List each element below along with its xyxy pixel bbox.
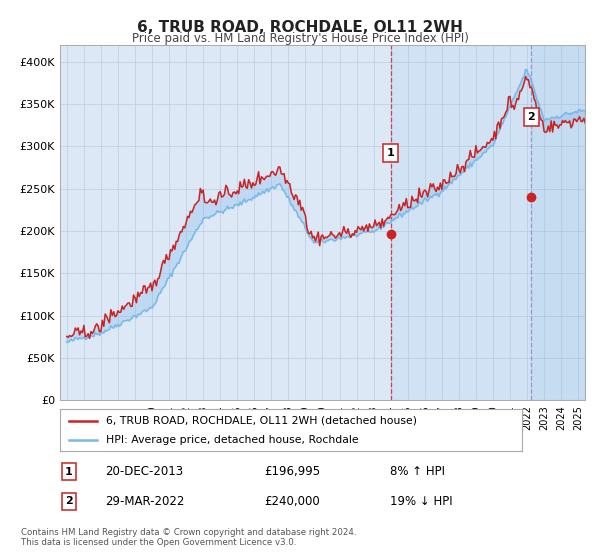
Text: Contains HM Land Registry data © Crown copyright and database right 2024.
This d: Contains HM Land Registry data © Crown c… (21, 528, 356, 547)
Text: 8% ↑ HPI: 8% ↑ HPI (390, 465, 445, 478)
Bar (391, 45, 585, 400)
Text: 20-DEC-2013: 20-DEC-2013 (105, 465, 183, 478)
Text: 6, TRUB ROAD, ROCHDALE, OL11 2WH (detached house): 6, TRUB ROAD, ROCHDALE, OL11 2WH (detach… (106, 416, 417, 426)
Text: HPI: Average price, detached house, Rochdale: HPI: Average price, detached house, Roch… (106, 435, 359, 445)
Text: 2: 2 (527, 112, 535, 122)
Text: 6, TRUB ROAD, ROCHDALE, OL11 2WH: 6, TRUB ROAD, ROCHDALE, OL11 2WH (137, 20, 463, 35)
Text: Price paid vs. HM Land Registry's House Price Index (HPI): Price paid vs. HM Land Registry's House … (131, 32, 469, 45)
Text: 19% ↓ HPI: 19% ↓ HPI (390, 494, 452, 508)
Text: 1: 1 (65, 466, 73, 477)
Bar (532, 45, 585, 400)
Text: 1: 1 (387, 148, 395, 158)
Text: 29-MAR-2022: 29-MAR-2022 (105, 494, 184, 508)
Text: £240,000: £240,000 (264, 494, 320, 508)
Text: £196,995: £196,995 (264, 465, 320, 478)
Text: 2: 2 (65, 496, 73, 506)
